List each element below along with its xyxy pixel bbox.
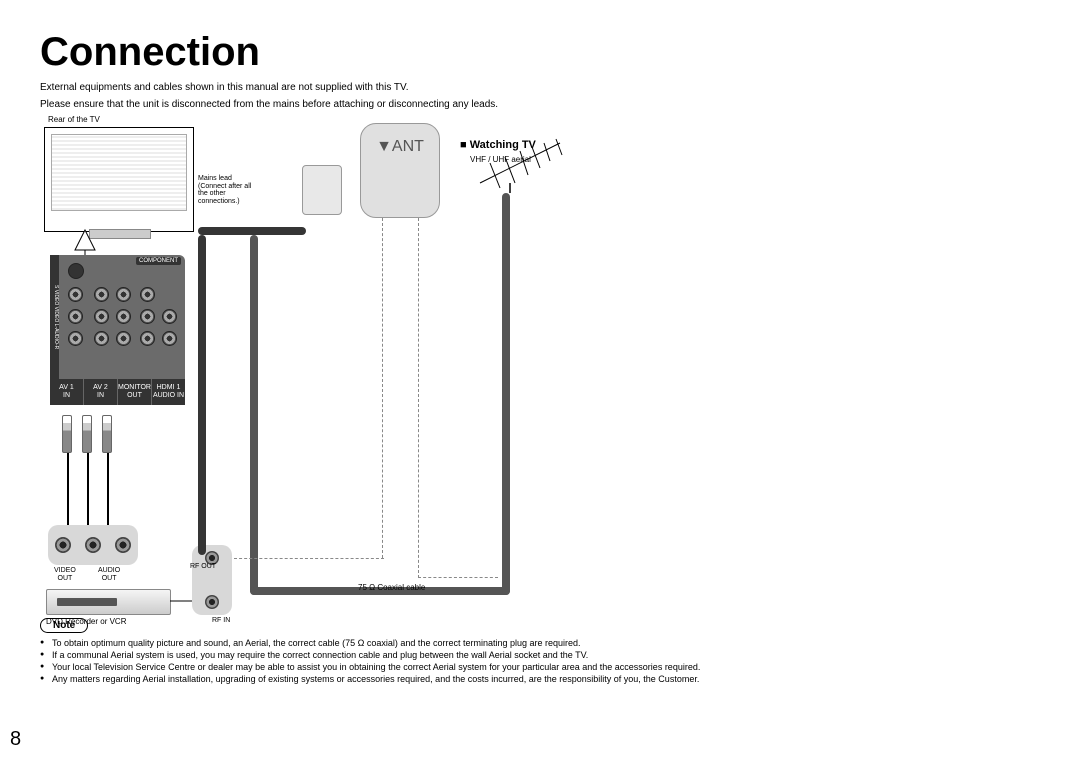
note-item: If a communal Aerial system is used, you… [40, 649, 1040, 661]
note-item: To obtain optimum quality picture and so… [40, 637, 1040, 649]
note-item: Your local Television Service Centre or … [40, 661, 1040, 673]
connector-lines-svg [40, 115, 640, 635]
page-title: Connection [40, 30, 1040, 75]
notes-list: To obtain optimum quality picture and so… [40, 637, 1040, 686]
intro-text-2: Please ensure that the unit is disconnec… [40, 98, 1040, 111]
page-number: 8 [10, 728, 21, 751]
intro-text-1: External equipments and cables shown in … [40, 81, 1040, 94]
connection-diagram: Rear of the TV Mains lead (Connect after… [40, 115, 1040, 615]
note-item: Any matters regarding Aerial installatio… [40, 673, 1040, 685]
